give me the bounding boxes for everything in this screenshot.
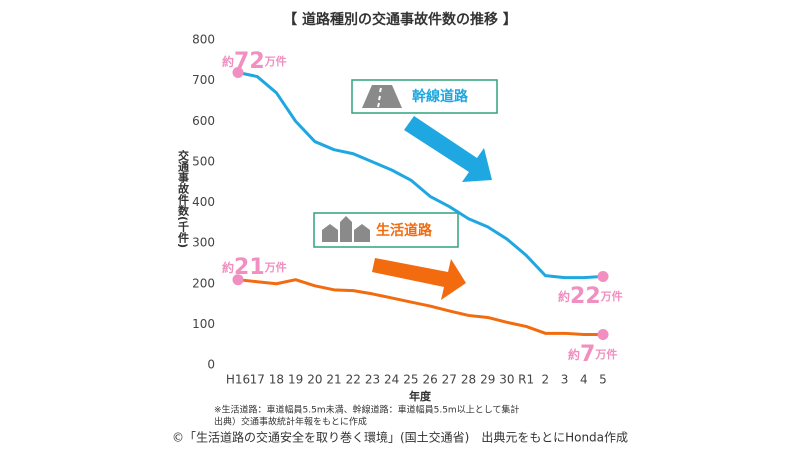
note: 出典）交通事故統計年報をもとに作成 (214, 416, 367, 428)
trend-arrow (404, 116, 492, 182)
x-tick-label: 20 (307, 373, 322, 387)
x-tick-label: 23 (365, 373, 380, 387)
x-tick-label: 26 (422, 373, 437, 387)
x-tick-label: R1 (518, 373, 534, 387)
x-tick-label: 2 (542, 373, 550, 387)
x-tick-label: 21 (326, 373, 341, 387)
x-axis-label: 年度 (409, 389, 432, 403)
end-point (232, 274, 244, 286)
x-tick-label: 29 (480, 373, 495, 387)
y-axis-label: 交通事故件数(千件) (177, 149, 190, 248)
x-tick-label: 19 (288, 373, 303, 387)
annotation: 約21万件 (222, 255, 287, 280)
trend-arrow (372, 258, 466, 300)
y-tick-label: 700 (192, 73, 215, 87)
chart-title: 【 道路種別の交通事故件数の推移 】 (283, 11, 517, 28)
y-tick-label: 200 (192, 276, 215, 290)
x-tick-label: 4 (580, 373, 588, 387)
y-tick-label: 800 (192, 33, 215, 47)
y-tick-label: 600 (192, 114, 215, 128)
annotation: 約7万件 (568, 342, 617, 367)
x-tick-label: 22 (346, 373, 361, 387)
y-tick-label: 100 (192, 317, 215, 331)
note: ※生活道路：車道幅員5.5m未満、幹線道路：車道幅員5.5m以上として集計 (214, 404, 519, 416)
x-tick-label: 25 (403, 373, 418, 387)
end-point (597, 270, 609, 282)
series-line (237, 278, 603, 337)
x-tick-label: 17 (250, 373, 265, 387)
y-tick-label: 0 (207, 358, 215, 372)
callout-label: 幹線道路 (412, 88, 469, 105)
x-tick-label: H16 (226, 373, 250, 387)
callout-label: 生活道路 (376, 222, 433, 239)
x-tick-label: 18 (269, 373, 284, 387)
callout-main: 幹線道路 (351, 79, 498, 114)
annotation: 約22万件 (558, 284, 623, 309)
y-tick-label: 400 (192, 195, 215, 209)
x-tick-label: 27 (442, 373, 457, 387)
annotation: 約72万件 (222, 49, 287, 74)
end-point (232, 67, 244, 78)
y-tick-label: 300 (192, 236, 215, 250)
end-point (597, 329, 609, 341)
x-tick-label: 24 (384, 373, 399, 387)
x-tick-label: 28 (461, 373, 476, 387)
x-tick-label: 30 (499, 373, 514, 387)
callout-life: 生活道路 (313, 212, 459, 248)
x-tick-label: 5 (599, 373, 607, 387)
series-line (237, 71, 604, 280)
y-tick-label: 500 (192, 154, 215, 168)
x-tick-label: 3 (561, 373, 569, 387)
credit: ©「生活道路の交通安全を取り巻く環境」(国土交通省) 出典元をもとにHonda作… (172, 430, 628, 445)
